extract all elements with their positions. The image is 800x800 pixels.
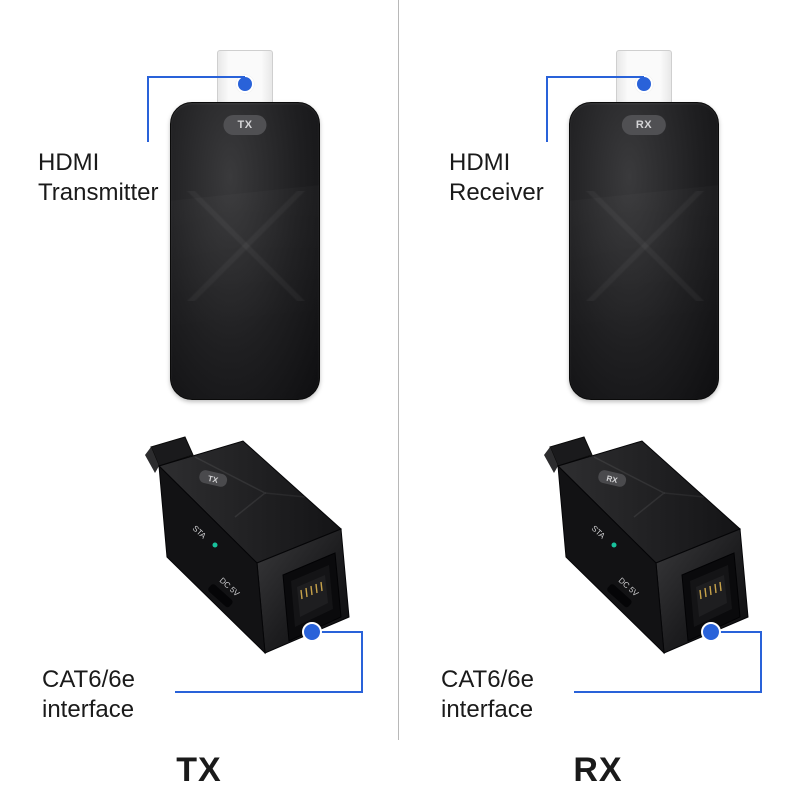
cat6-interface-label-tx: CAT6/6e interface [42,665,135,725]
angled-device-svg: TX STA DC 5V [115,435,385,675]
tx-device-angled: TX STA DC 5V [115,435,385,675]
tx-column: TX HDMI Transmitter [0,0,398,800]
rx-title: RX [573,751,622,790]
tx-device-front: TX [170,50,320,400]
rx-device-front: RX [569,50,719,400]
device-body: RX [569,102,719,400]
device-badge: TX [223,115,266,135]
callout-dot-icon [236,75,254,93]
callout-dot-icon [303,623,321,641]
rx-device-angled: RX STA DC 5V [514,435,784,675]
hdmi-receiver-label: HDMI Receiver [449,148,544,208]
callout-dot-icon [702,623,720,641]
diagram-container: TX HDMI Transmitter [0,0,800,800]
tx-title: TX [176,751,221,790]
angled-device-svg: RX STA DC 5V [514,435,784,675]
hdmi-transmitter-label: HDMI Transmitter [38,148,158,208]
callout-dot-icon [635,75,653,93]
rx-column: RX HDMI Receiver [399,0,797,800]
device-badge: RX [622,115,666,135]
device-body: TX [170,102,320,400]
cat6-interface-label-rx: CAT6/6e interface [441,665,534,725]
